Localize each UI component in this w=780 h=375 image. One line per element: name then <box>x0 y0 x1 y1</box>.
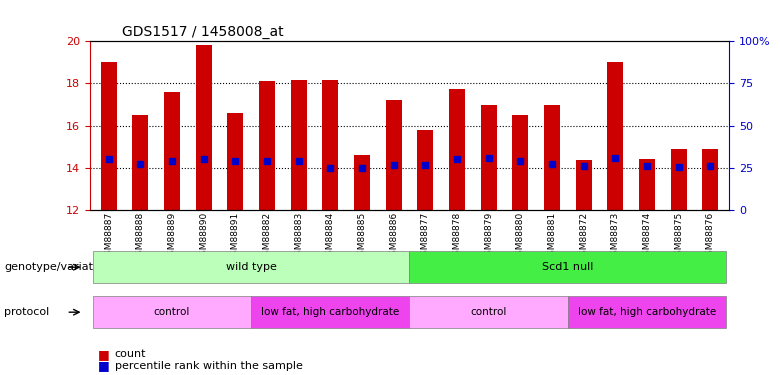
Bar <box>576 160 591 210</box>
Text: genotype/variation: genotype/variation <box>4 262 110 272</box>
Text: control: control <box>470 307 507 317</box>
Text: control: control <box>154 307 190 317</box>
Bar <box>133 115 148 210</box>
Bar <box>512 115 528 210</box>
Bar <box>544 105 560 210</box>
Bar <box>449 89 465 210</box>
Text: percentile rank within the sample: percentile rank within the sample <box>115 361 303 370</box>
Bar <box>354 155 370 210</box>
Text: wild type: wild type <box>225 262 277 272</box>
Bar <box>259 81 275 210</box>
Bar <box>196 45 211 210</box>
Text: protocol: protocol <box>4 307 49 317</box>
Bar <box>386 100 402 210</box>
Bar <box>702 149 718 210</box>
Bar <box>164 92 180 210</box>
Text: GDS1517 / 1458008_at: GDS1517 / 1458008_at <box>122 25 283 39</box>
Bar <box>480 105 497 210</box>
Text: count: count <box>115 350 146 359</box>
Bar <box>417 130 433 210</box>
Bar <box>101 62 117 210</box>
Bar <box>671 149 686 210</box>
Bar <box>639 159 655 210</box>
Text: ■: ■ <box>98 359 109 372</box>
Bar <box>228 113 243 210</box>
Text: low fat, high carbohydrate: low fat, high carbohydrate <box>261 307 399 317</box>
Text: low fat, high carbohydrate: low fat, high carbohydrate <box>578 307 716 317</box>
Bar <box>291 80 307 210</box>
Text: Scd1 null: Scd1 null <box>542 262 594 272</box>
Bar <box>608 62 623 210</box>
Text: ■: ■ <box>98 348 109 361</box>
Bar <box>322 80 339 210</box>
